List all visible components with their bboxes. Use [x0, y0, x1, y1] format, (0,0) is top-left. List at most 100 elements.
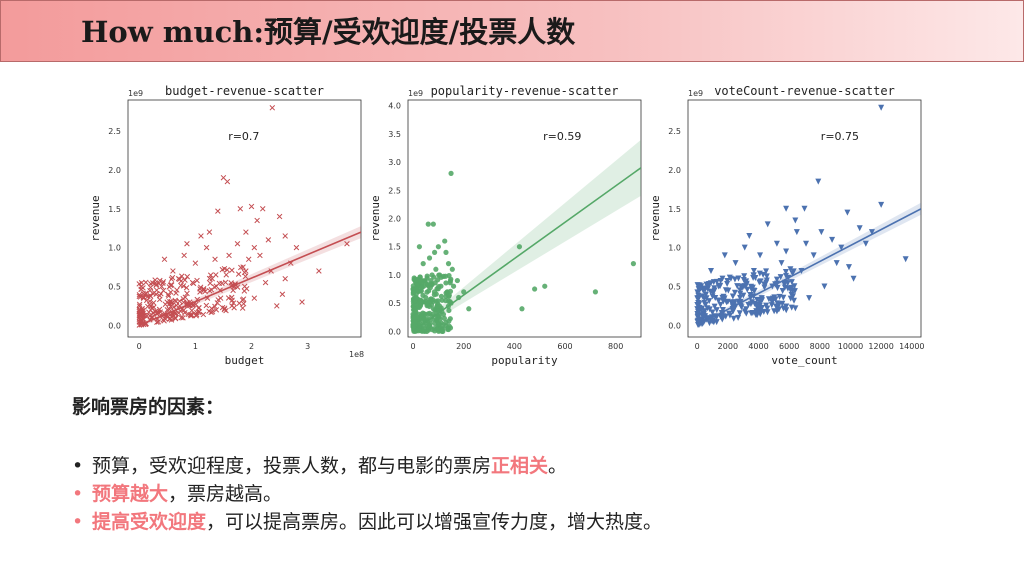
data-point [435, 321, 442, 327]
data-point [217, 295, 224, 301]
data-point [240, 264, 246, 270]
data-point [739, 283, 746, 290]
data-point [154, 311, 160, 317]
data-point [434, 303, 440, 309]
data-point [209, 275, 215, 282]
data-point [701, 295, 708, 302]
data-point [731, 289, 738, 296]
bullet-text: ，票房越高。 [168, 483, 283, 505]
y-tick-label: 2.5 [108, 127, 121, 136]
bullet-dot-icon: • [72, 483, 84, 505]
data-point [425, 221, 431, 227]
data-point [229, 303, 235, 309]
x-tick-label: 6000 [779, 342, 799, 351]
data-point [719, 306, 726, 313]
data-point [443, 249, 449, 255]
data-point [726, 310, 733, 317]
data-point [184, 273, 191, 280]
data-point [168, 317, 175, 323]
data-point [444, 289, 450, 295]
data-point [709, 293, 716, 300]
y-tick-label: 2.0 [668, 166, 681, 175]
data-point [721, 252, 728, 259]
data-point [221, 306, 228, 313]
data-point [711, 303, 718, 310]
data-point [448, 170, 454, 176]
data-point [184, 290, 190, 297]
data-point [783, 303, 790, 310]
data-point [203, 302, 210, 309]
data-point [170, 268, 176, 274]
data-point [757, 299, 764, 306]
data-point [168, 298, 174, 305]
data-point [709, 309, 716, 316]
data-point [299, 299, 305, 305]
highlight-text: 提高受欢迎度 [92, 511, 207, 533]
data-point [243, 268, 249, 274]
data-point [172, 315, 179, 321]
data-point [165, 293, 172, 299]
chart-title: popularity-revenue-scatter [431, 84, 619, 98]
data-point [208, 305, 215, 312]
data-point [175, 275, 182, 282]
data-point [516, 244, 523, 250]
data-point [790, 297, 797, 304]
data-point [424, 281, 430, 287]
chart-0: budget-revenue-scatter 1e9 1e8 0.0 0.5 1.0 1.5… [89, 84, 364, 367]
r-value-label: r=0.75 [821, 130, 859, 143]
data-point [410, 289, 416, 295]
bullet-text: ，可以提高票房。因此可以增强宣传力度，增大热度。 [206, 511, 663, 533]
data-point [737, 290, 744, 297]
bullet-dot-icon: • [72, 511, 84, 533]
data-point [193, 313, 199, 319]
data-point [431, 325, 438, 332]
data-point [158, 283, 165, 290]
data-point [440, 322, 446, 328]
data-point [439, 297, 445, 303]
y-tick-label: 2.5 [388, 186, 401, 195]
data-point [140, 313, 147, 319]
data-point [413, 306, 419, 312]
data-point [446, 323, 452, 329]
data-point [153, 291, 159, 298]
y-tick-label: 0.0 [108, 321, 121, 330]
plot-frame [687, 99, 922, 338]
data-point [793, 229, 800, 236]
data-point [138, 306, 145, 312]
data-point [433, 266, 439, 272]
y-tick-label: 2.0 [108, 166, 121, 175]
data-point [316, 268, 322, 274]
data-point [211, 284, 218, 290]
data-point [207, 272, 214, 278]
data-point [878, 104, 885, 111]
data-point [254, 217, 260, 224]
data-point [279, 291, 286, 298]
summary-bullet: • 预算，受欢迎程度，投票人数，都与电影的票房正相关。 [72, 452, 662, 480]
x-tick-label: 1 [193, 342, 198, 351]
data-point [435, 277, 441, 283]
x-tick-label: 12000 [868, 342, 893, 351]
data-point [694, 318, 701, 325]
data-point [724, 277, 731, 284]
data-point [160, 279, 167, 285]
y-tick-label: 1.5 [668, 205, 681, 214]
data-point [416, 244, 422, 250]
data-point [731, 299, 738, 306]
data-point [239, 305, 246, 311]
data-point [245, 256, 252, 263]
data-point [736, 310, 743, 317]
data-point [413, 314, 420, 320]
data-point [519, 306, 525, 312]
data-point [212, 303, 218, 310]
data-point [694, 313, 701, 320]
data-point [777, 274, 784, 281]
data-point [229, 297, 235, 303]
data-point [265, 237, 272, 243]
x-tick-label: 14000 [899, 342, 924, 351]
data-point [902, 256, 909, 263]
data-point [420, 261, 426, 267]
data-point [754, 301, 761, 308]
r-value-label: r=0.59 [543, 130, 581, 143]
x-axis-label: budget [225, 354, 265, 367]
data-point [262, 279, 269, 286]
